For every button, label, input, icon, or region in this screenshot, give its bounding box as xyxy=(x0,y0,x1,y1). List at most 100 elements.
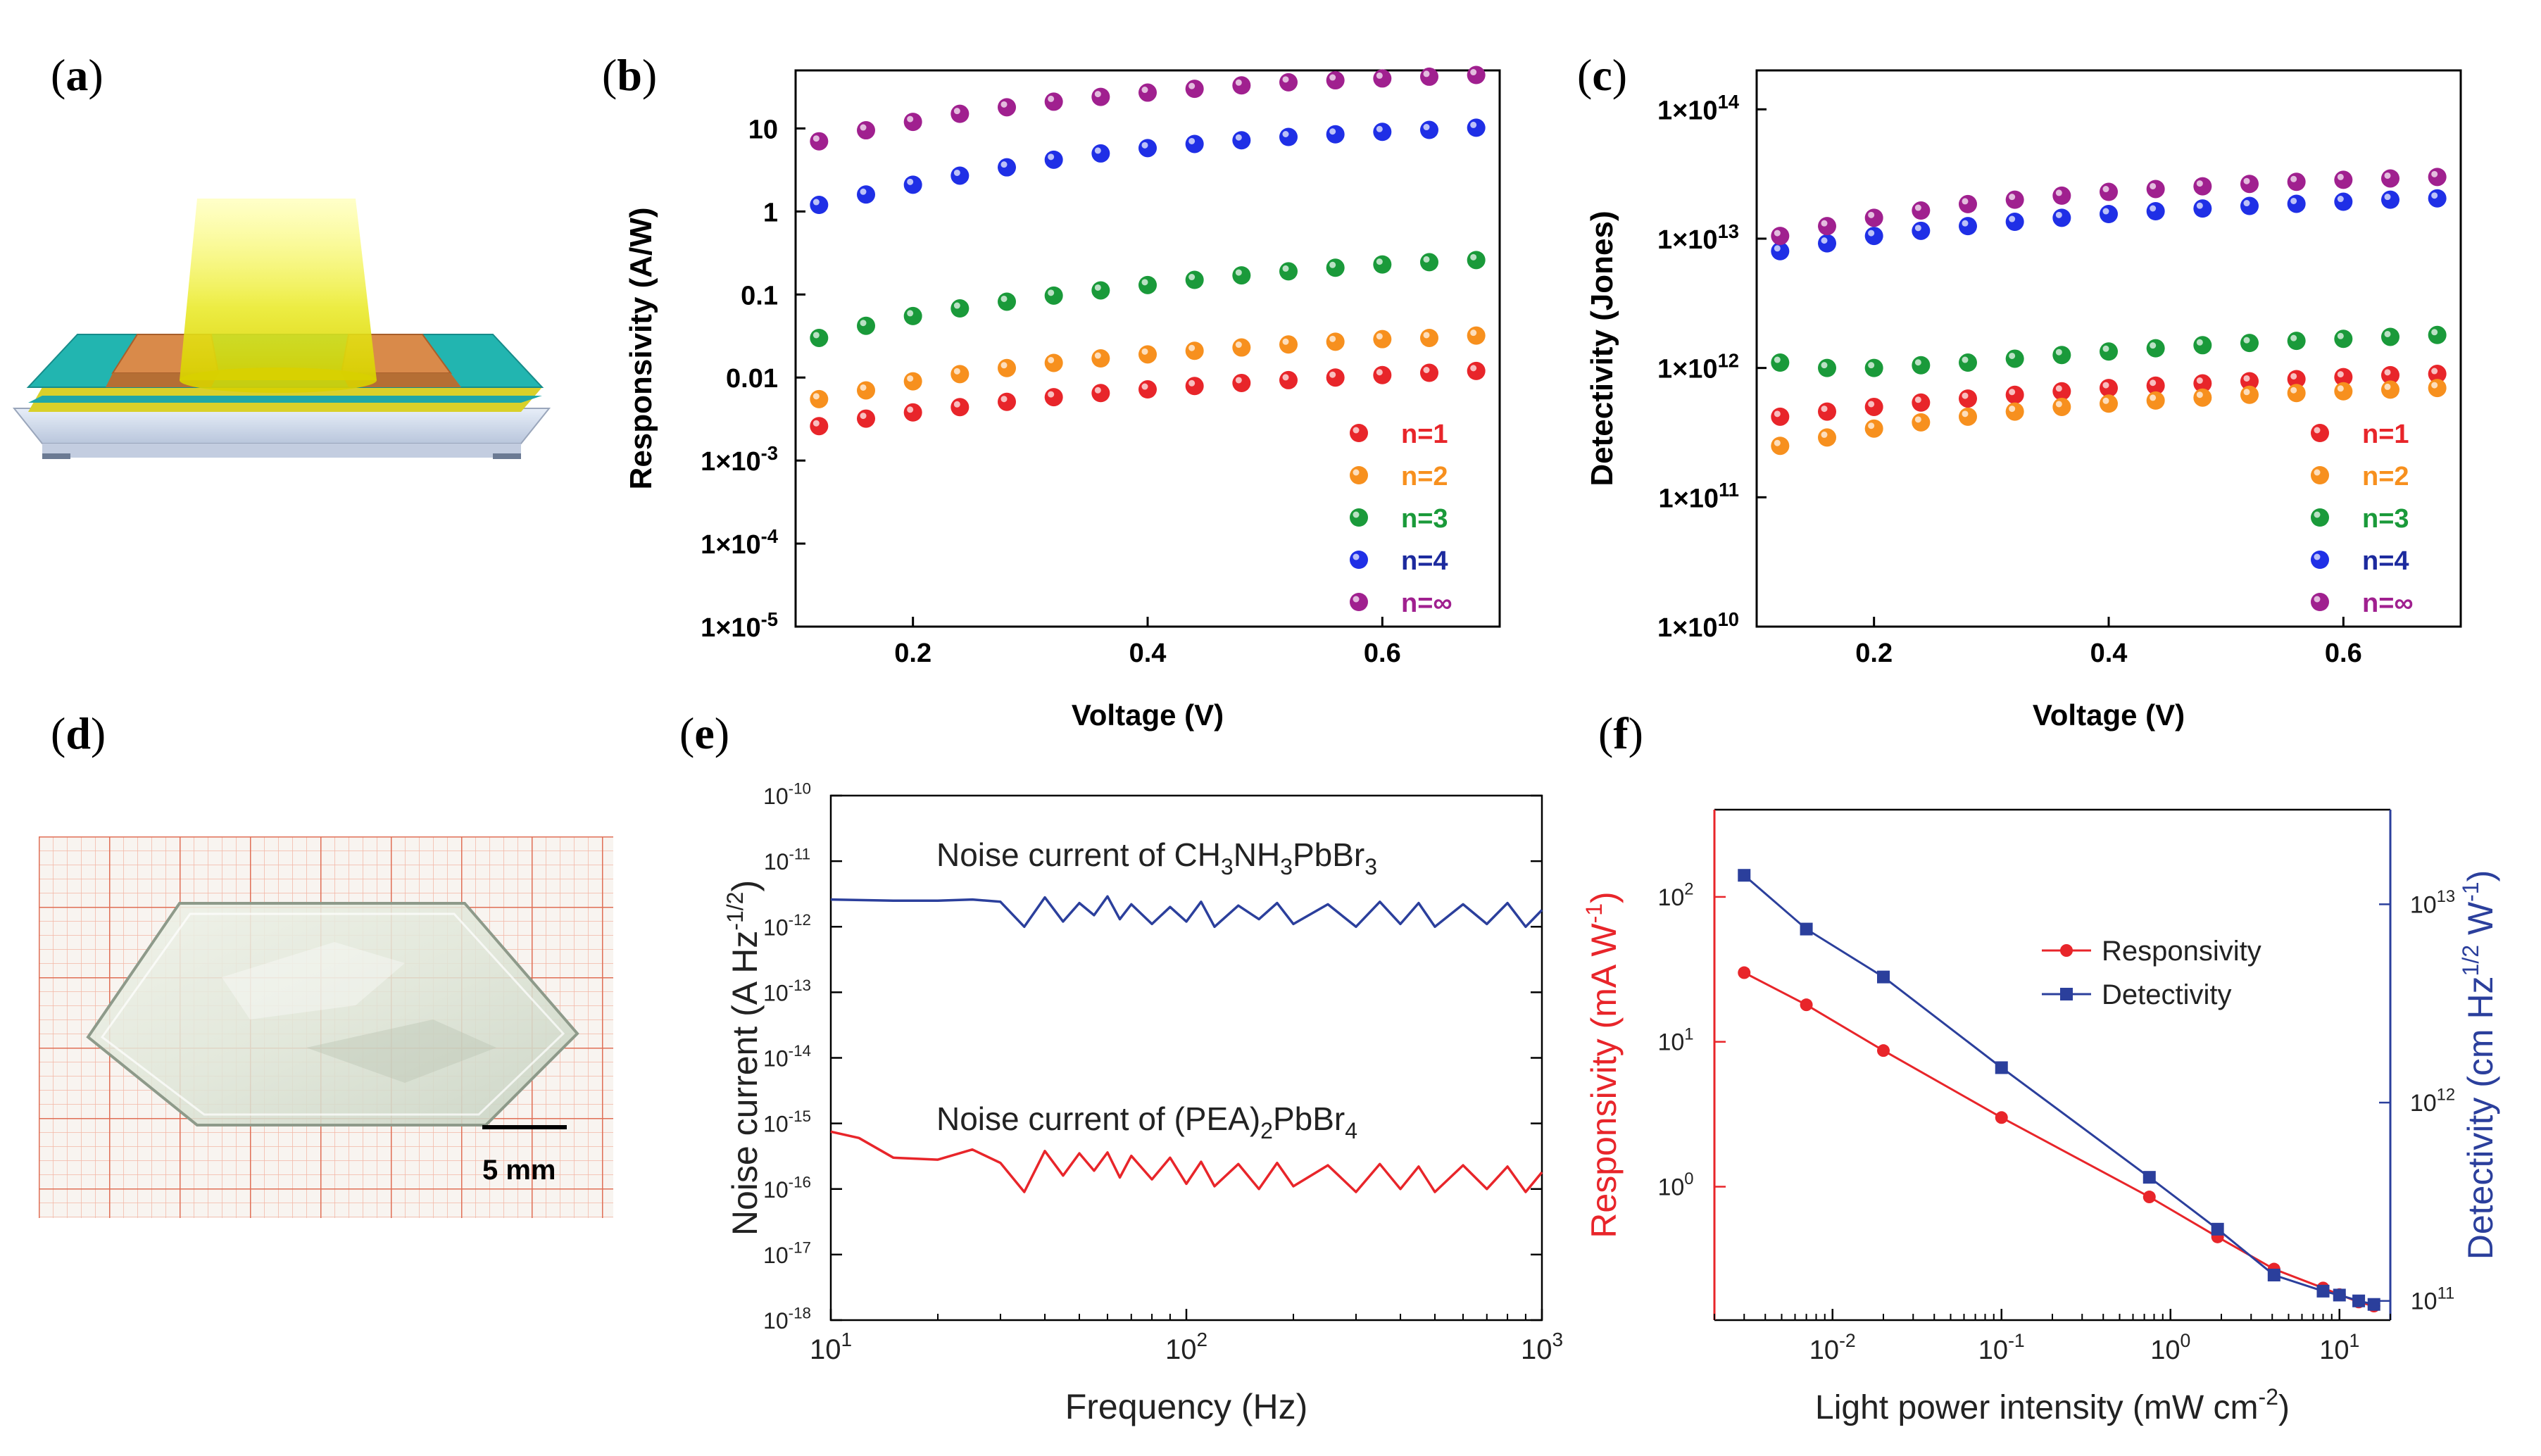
data-point xyxy=(2193,388,2212,407)
y-tick-label: 1×1012 xyxy=(1657,349,1739,384)
legend-marker xyxy=(2311,593,2329,611)
data-point xyxy=(1818,234,1836,253)
y-axis-title: Responsivity (A/W) xyxy=(624,208,658,490)
data-point xyxy=(998,158,1016,177)
data-point-highlight xyxy=(2055,211,2062,218)
panel-label-f: (f) xyxy=(1598,708,1643,758)
data-point xyxy=(1771,353,1790,372)
data-point-highlight xyxy=(1376,72,1383,79)
data-point xyxy=(1818,402,1836,421)
data-point xyxy=(2381,190,2399,209)
y-tick-label: 1×10-5 xyxy=(701,608,778,643)
data-point xyxy=(2367,1298,2380,1311)
data-point-highlight xyxy=(1188,344,1196,351)
data-point-highlight xyxy=(2384,369,2391,376)
x-tick-label: 0.4 xyxy=(2090,639,2128,668)
data-point xyxy=(1864,227,1883,246)
data-point xyxy=(1044,388,1063,407)
data-point xyxy=(1959,407,1977,426)
series-line-Detectivity xyxy=(1743,874,2375,1306)
data-point-highlight xyxy=(1914,204,1921,211)
data-point-highlight xyxy=(2009,406,2016,413)
data-point-highlight xyxy=(2055,349,2062,356)
data-point-highlight xyxy=(1188,274,1196,281)
data-point xyxy=(1912,413,1931,432)
legend-marker-highlight xyxy=(1353,427,1360,434)
data-point xyxy=(1467,251,1486,270)
data-point xyxy=(1232,131,1251,150)
data-point-highlight xyxy=(1048,289,1055,296)
data-point-highlight xyxy=(1470,365,1477,372)
data-point-highlight xyxy=(2337,196,2344,203)
data-point xyxy=(2142,1191,2156,1204)
y-tick-label: 0.1 xyxy=(741,281,778,310)
data-point-highlight xyxy=(860,188,867,195)
data-point-highlight xyxy=(907,310,914,317)
data-point xyxy=(2287,194,2306,213)
data-point xyxy=(1877,1044,1890,1058)
data-point-highlight xyxy=(2290,197,2297,204)
data-point-highlight xyxy=(813,332,820,339)
data-point xyxy=(1326,258,1345,277)
data-point-highlight xyxy=(1376,258,1383,265)
data-point xyxy=(1138,275,1157,294)
annotation-pea2pbbr4: Noise current of (PEA)2PbBr4 xyxy=(936,1100,1357,1143)
annotation-ch3nh3pbbr3: Noise current of CH3NH3PbBr3 xyxy=(936,836,1377,879)
right-y-tick-label: 1013 xyxy=(2410,887,2455,918)
data-point-highlight xyxy=(953,169,960,176)
data-point-highlight xyxy=(2150,342,2157,349)
data-point-highlight xyxy=(2243,177,2250,184)
data-point-highlight xyxy=(1235,134,1242,141)
data-point xyxy=(2316,1284,2330,1298)
panel-label-c: (c) xyxy=(1577,50,1628,100)
data-point xyxy=(1044,92,1063,111)
data-point xyxy=(1959,353,1977,372)
data-point xyxy=(1771,407,1790,426)
data-point-highlight xyxy=(2384,194,2391,201)
data-point xyxy=(903,403,922,422)
y-tick-label: 10-10 xyxy=(763,780,811,809)
legend-label: n=∞ xyxy=(2362,589,2414,618)
data-point xyxy=(1044,150,1063,169)
data-point-highlight xyxy=(1188,82,1196,89)
data-point-highlight xyxy=(1048,391,1055,398)
data-point xyxy=(2005,349,2024,368)
data-point-highlight xyxy=(2009,194,2016,201)
data-point xyxy=(1232,266,1251,285)
plot-frame xyxy=(829,794,1543,1322)
data-point xyxy=(1373,123,1392,142)
data-point xyxy=(903,175,922,194)
series-n=1 xyxy=(1771,365,2447,426)
data-point-highlight xyxy=(1470,69,1477,76)
data-point-highlight xyxy=(1329,261,1336,268)
data-point xyxy=(1959,194,1977,213)
data-point xyxy=(903,306,922,325)
crystal-photo xyxy=(39,836,613,1218)
data-point xyxy=(903,372,922,391)
data-point-highlight xyxy=(1188,137,1196,144)
data-point xyxy=(2052,208,2071,227)
data-point xyxy=(1044,353,1063,372)
data-point-highlight xyxy=(860,413,867,420)
data-point xyxy=(1326,332,1345,351)
data-point xyxy=(810,196,829,215)
data-point xyxy=(2287,172,2306,192)
data-point-highlight xyxy=(907,115,914,123)
data-point xyxy=(1912,221,1931,240)
data-point xyxy=(2352,1294,2366,1307)
data-point xyxy=(1138,139,1157,158)
data-point-highlight xyxy=(1423,332,1430,339)
data-point-highlight xyxy=(2150,205,2157,212)
data-point-highlight xyxy=(1329,128,1336,135)
x-tick-label: 10-1 xyxy=(1978,1330,2025,1365)
data-point xyxy=(2100,342,2118,361)
data-point xyxy=(1912,201,1931,220)
data-point xyxy=(1467,361,1486,380)
data-point xyxy=(998,392,1016,411)
data-point xyxy=(1373,255,1392,274)
data-point xyxy=(1420,120,1438,139)
data-point xyxy=(1864,358,1883,377)
data-point xyxy=(903,113,922,132)
data-point-highlight xyxy=(2337,173,2344,180)
data-point xyxy=(1877,970,1890,984)
